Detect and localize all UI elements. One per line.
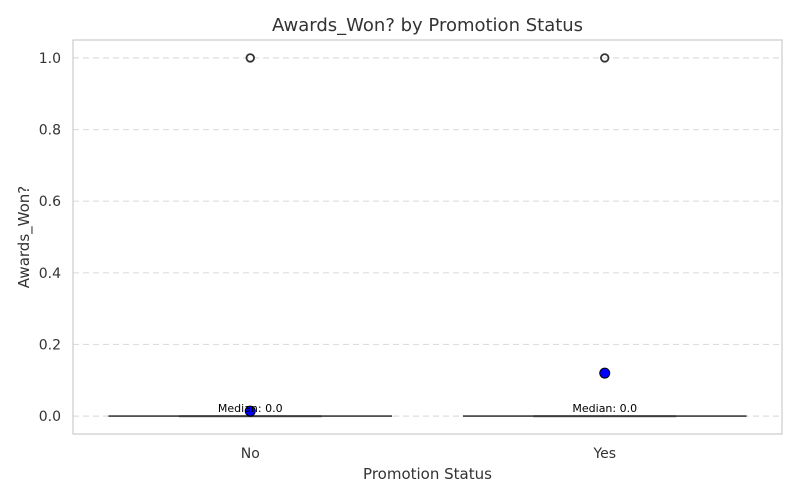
x-tick-label: Yes xyxy=(592,446,616,462)
chart-title: Awards_Won? by Promotion Status xyxy=(272,15,583,36)
plot-frame xyxy=(72,39,783,435)
y-tick-label: 0.2 xyxy=(39,337,61,353)
y-axis-label: Awards_Won? xyxy=(15,186,34,288)
mean-marker xyxy=(599,367,611,379)
box-group-no: Median: 0.0 xyxy=(108,53,393,418)
y-tick-label: 0.4 xyxy=(39,266,61,282)
x-axis-ticks: No Yes xyxy=(241,446,616,462)
y-axis-ticks: 0.0 0.2 0.4 0.6 0.8 1.0 xyxy=(39,51,61,425)
x-tick-label: No xyxy=(241,446,260,462)
y-tick-label: 0.8 xyxy=(39,123,61,139)
box-plots: Median: 0.0 Median: 0.0 xyxy=(108,53,747,418)
median-annotation: Median: 0.0 xyxy=(572,402,637,415)
box-group-yes: Median: 0.0 xyxy=(462,53,747,418)
mean-marker xyxy=(244,405,256,417)
y-tick-label: 1.0 xyxy=(39,51,61,67)
x-axis-label: Promotion Status xyxy=(363,465,492,483)
median-annotation: Median: 0.0 xyxy=(218,402,283,415)
outlier-point xyxy=(600,53,610,63)
y-tick-label: 0.6 xyxy=(39,194,61,210)
y-tick-label: 0.0 xyxy=(39,409,61,425)
outlier-point xyxy=(245,53,255,63)
